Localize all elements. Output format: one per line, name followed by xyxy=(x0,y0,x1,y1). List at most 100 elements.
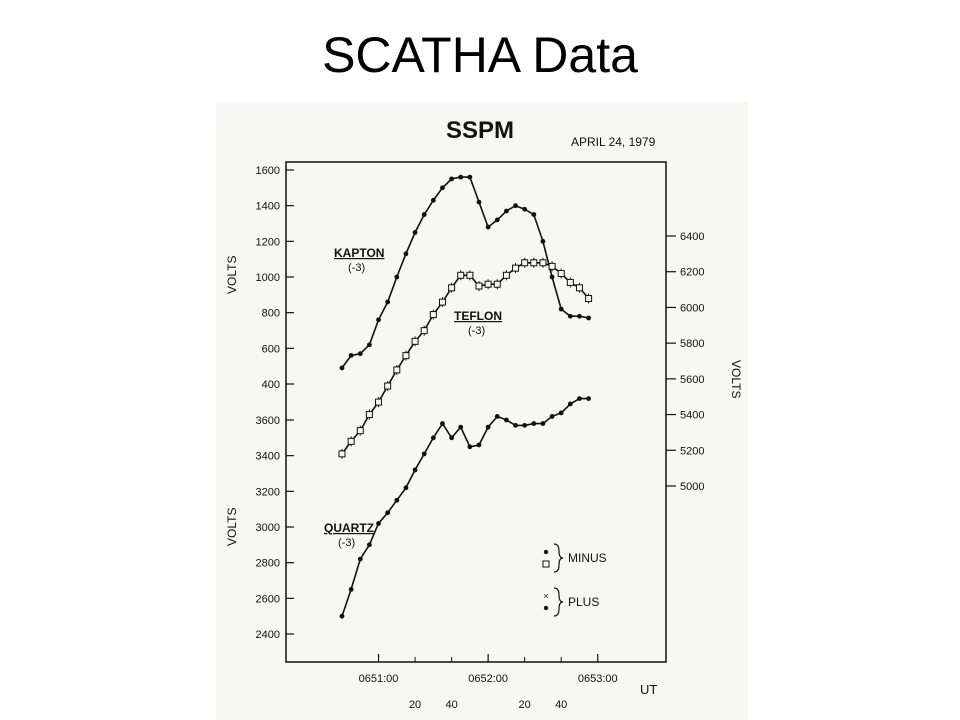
data-point xyxy=(421,212,427,217)
data-point xyxy=(430,435,436,441)
data-point xyxy=(338,450,346,458)
data-point xyxy=(440,185,445,191)
data-point xyxy=(476,442,482,448)
right-tick-label: 5800 xyxy=(680,338,704,350)
data-point xyxy=(540,421,546,426)
y-tick-label: 1400 xyxy=(256,201,280,213)
data-point xyxy=(457,271,465,279)
data-point xyxy=(522,422,528,428)
series-sublabel: (-3) xyxy=(338,537,355,549)
right-tick-label: 6200 xyxy=(680,267,704,279)
data-point xyxy=(585,295,593,302)
data-point xyxy=(531,212,537,217)
x-axis-label: UT xyxy=(640,682,657,697)
data-point xyxy=(467,174,473,180)
data-point xyxy=(421,451,427,457)
data-point xyxy=(586,396,591,401)
legend-brace xyxy=(553,543,564,573)
data-point xyxy=(385,510,391,516)
data-point xyxy=(549,414,555,419)
x-tick-label: 0651:00 xyxy=(359,673,399,685)
x-tick-label: 0653:00 xyxy=(578,673,618,685)
y-tick-label: 3000 xyxy=(256,522,280,534)
data-point xyxy=(539,259,547,267)
data-point xyxy=(557,270,565,277)
chart-title: SSPM xyxy=(446,117,514,144)
data-point xyxy=(540,238,546,244)
y-tick-label: 2400 xyxy=(256,629,280,641)
chart-marks: 1600 1400 1200 1000 800 600 400 3600 3400 3200 300… xyxy=(256,165,705,711)
data-point xyxy=(548,262,556,270)
series-label: KAPTON xyxy=(334,246,384,260)
data-point xyxy=(357,556,363,562)
data-point xyxy=(558,410,564,416)
data-point xyxy=(339,613,345,619)
data-point xyxy=(504,208,509,214)
y-tick-label: 2800 xyxy=(256,558,280,570)
right-tick-label: 5000 xyxy=(680,481,704,493)
legend-dot-marker xyxy=(543,549,549,555)
left-lower-axis-label: VOLTS xyxy=(225,508,239,546)
data-point xyxy=(394,274,400,280)
series-label: QUARTZ xyxy=(324,521,374,535)
legend-label: PLUS xyxy=(568,595,599,609)
series-line-kapton xyxy=(341,176,589,369)
x-minor-tick-label: 20 xyxy=(409,699,421,711)
data-point xyxy=(494,217,500,223)
legend-label: MINUS xyxy=(568,551,607,565)
y-tick-label: 3600 xyxy=(256,415,280,427)
left-upper-axis-label: VOLTS xyxy=(225,256,239,294)
x-tick-label: 0652:00 xyxy=(468,673,508,685)
data-point xyxy=(521,259,529,267)
series-sublabel: (-3) xyxy=(348,262,365,274)
data-point xyxy=(357,351,363,357)
sspm-chart: SSPM APRIL 24, 1979 VOLTS VOLTS VOLTS UT… xyxy=(225,117,743,711)
y-tick-label: 600 xyxy=(262,343,280,355)
data-point xyxy=(348,353,354,358)
data-point xyxy=(420,327,428,335)
data-point xyxy=(475,282,483,290)
data-point xyxy=(575,284,583,292)
data-point xyxy=(403,251,409,257)
chart-date: APRIL 24, 1979 xyxy=(571,135,656,149)
data-point xyxy=(485,424,491,430)
data-point xyxy=(367,342,372,348)
data-point xyxy=(411,337,419,345)
legend-brace xyxy=(553,587,564,617)
data-point xyxy=(467,444,473,450)
data-point xyxy=(513,203,518,209)
data-point xyxy=(458,174,464,180)
series-sublabel: (-3) xyxy=(468,325,485,337)
data-point xyxy=(458,424,464,430)
data-point xyxy=(365,411,373,419)
data-point xyxy=(348,587,354,592)
data-point xyxy=(449,435,454,441)
y-tick-label: 800 xyxy=(262,308,280,320)
data-point xyxy=(384,382,392,390)
data-point xyxy=(476,199,482,205)
right-tick-label: 5200 xyxy=(680,445,704,457)
legend-dot-marker xyxy=(543,605,549,611)
chart-figure: SSPM APRIL 24, 1979 VOLTS VOLTS VOLTS UT… xyxy=(216,102,748,720)
data-point xyxy=(376,317,381,323)
data-point xyxy=(440,421,445,426)
data-point xyxy=(367,542,372,548)
right-tick-label: 5600 xyxy=(680,374,704,386)
x-minor-tick-label: 20 xyxy=(519,699,531,711)
data-point xyxy=(485,224,491,230)
data-point xyxy=(339,365,345,371)
data-point xyxy=(429,311,437,319)
series-line-teflon xyxy=(341,262,590,455)
y-tick-label: 400 xyxy=(262,379,280,391)
y-tick-label: 3200 xyxy=(256,486,280,498)
data-point xyxy=(412,467,418,473)
plot-frame xyxy=(285,161,667,663)
x-minor-tick-label: 40 xyxy=(555,699,567,711)
data-point xyxy=(375,398,383,406)
data-point xyxy=(577,396,582,401)
data-point xyxy=(531,421,537,426)
data-point xyxy=(430,197,436,203)
right-tick-label: 5400 xyxy=(680,410,704,422)
data-point xyxy=(513,422,518,428)
legend-square-marker xyxy=(542,560,550,568)
